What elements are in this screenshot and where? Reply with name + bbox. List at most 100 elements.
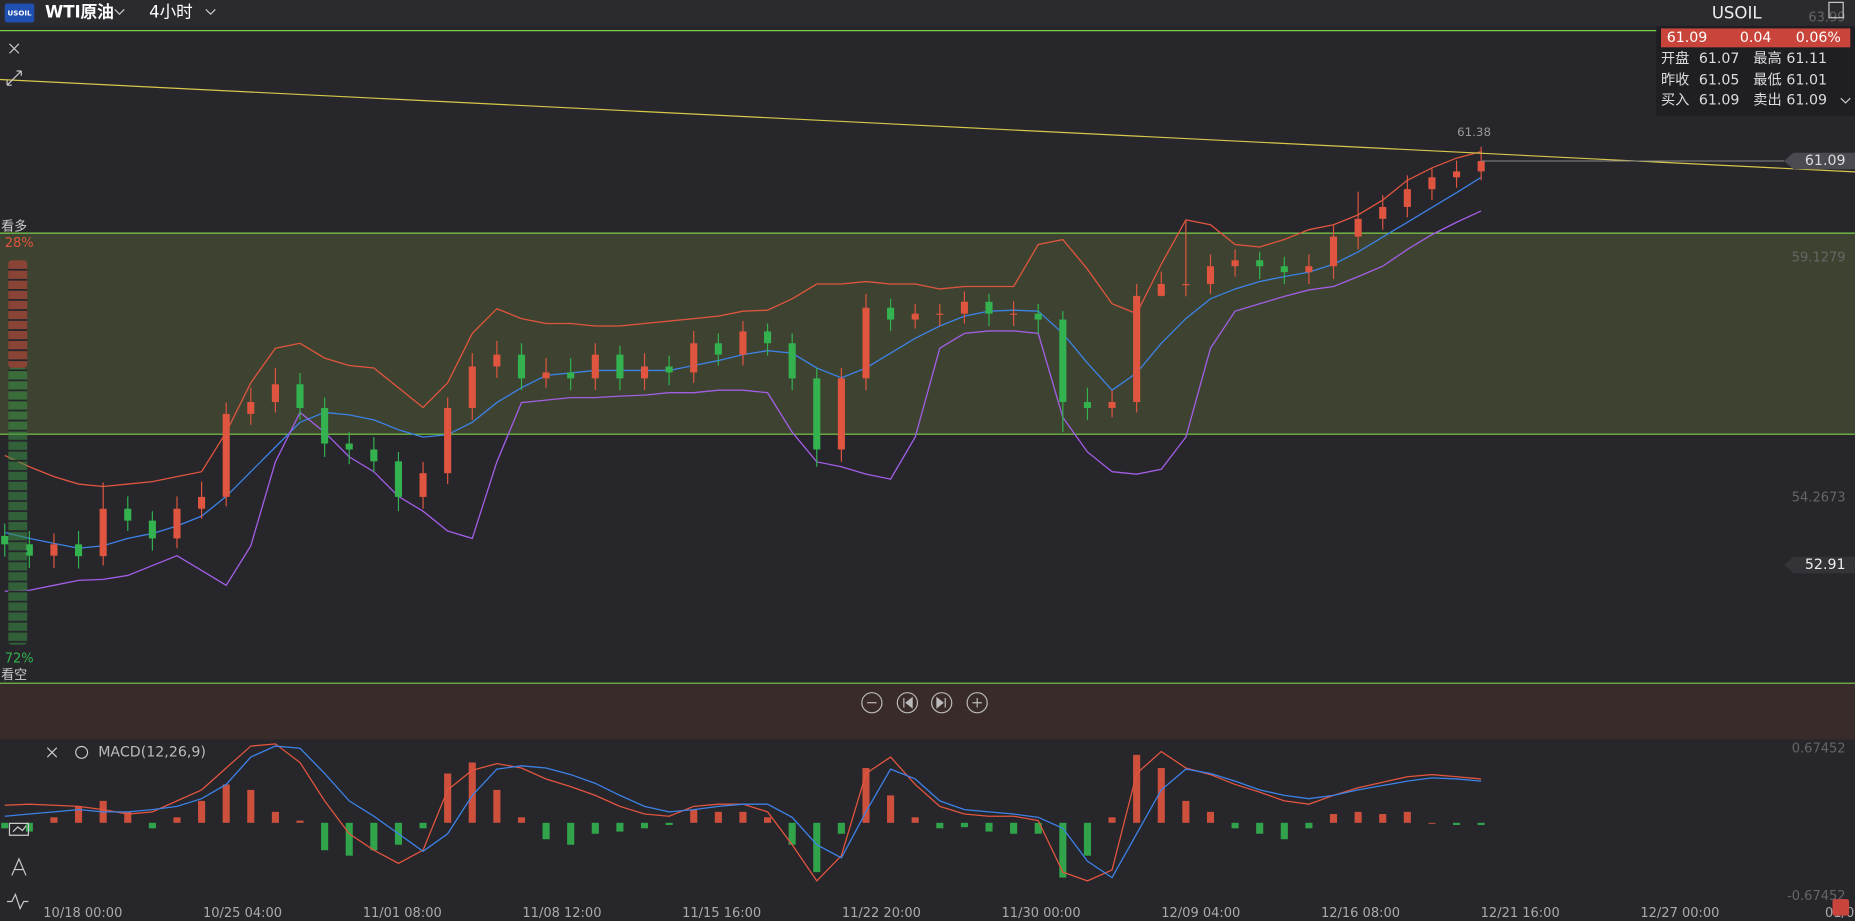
settings-icon[interactable]: [75, 745, 89, 759]
candle-body: [1231, 260, 1239, 267]
price: 61.09: [1667, 30, 1708, 46]
histogram-bar: [1182, 800, 1190, 823]
candle-body: [50, 544, 58, 556]
histogram-bar: [75, 806, 83, 823]
histogram-bar: [788, 822, 796, 845]
x-tick-label: 12/21 16:00: [1481, 906, 1560, 921]
histogram-bar: [50, 817, 58, 823]
candle-body: [1157, 284, 1165, 296]
histogram-bar: [493, 789, 501, 823]
candle-body: [517, 354, 526, 379]
header: USOIL WTI原油 4小时: [4, 1, 1844, 23]
x-tick-label: 12/27 00:00: [1640, 906, 1719, 921]
candle-body: [1256, 260, 1264, 267]
histogram-bar: [1256, 822, 1264, 834]
timeframe[interactable]: 4小时: [149, 3, 193, 22]
histogram-bar: [173, 817, 181, 823]
histogram-bar: [887, 795, 895, 823]
histogram-bar: [911, 817, 919, 823]
y-tick-label: 63.99: [1808, 10, 1845, 25]
histogram-bar: [148, 822, 156, 829]
x-tick-label: 11/01 08:00: [363, 906, 442, 921]
candle-body: [296, 384, 304, 408]
quote-symbol: USOIL: [1712, 4, 1763, 23]
y-tick-label: 0.67452: [1792, 741, 1846, 756]
quote-cell: 昨收: [1661, 72, 1689, 88]
histogram-bar: [1453, 822, 1461, 825]
chevron[interactable]: [114, 9, 125, 16]
quote-cell: 开盘: [1661, 50, 1689, 67]
candle-body: [75, 544, 83, 557]
histogram-bar: [1428, 822, 1436, 824]
candle-body: [222, 413, 230, 497]
band-line: [4, 210, 1482, 592]
time-strip: [0, 683, 1855, 740]
histogram-bar: [345, 822, 353, 856]
candle-body: [493, 354, 501, 367]
to-end[interactable]: [931, 692, 953, 714]
histogram-bar: [837, 822, 845, 834]
histogram-bar: [1, 822, 9, 829]
candle-body: [1329, 236, 1338, 267]
histogram-bar: [222, 784, 230, 823]
wave-icon[interactable]: [7, 892, 29, 911]
close-icon[interactable]: [9, 43, 20, 54]
alert-icon[interactable]: [1832, 899, 1850, 916]
close-icon[interactable]: [46, 747, 58, 758]
histogram-bar: [1133, 754, 1141, 823]
chevron[interactable]: [205, 9, 216, 16]
candle-body: [1403, 189, 1411, 207]
candle-body: [887, 307, 895, 320]
quote-cell: 61.11: [1786, 51, 1827, 67]
to-start[interactable]: [896, 692, 919, 714]
histogram-bar: [714, 811, 722, 823]
histogram-bar: [764, 817, 772, 823]
quote-cell: 61.07: [1699, 51, 1740, 67]
candle-body: [788, 343, 796, 379]
candle-body: [960, 301, 968, 314]
candle-body: [936, 313, 944, 315]
indicator-icon[interactable]: [8, 822, 29, 836]
candle-body: [1354, 218, 1362, 237]
candle-body: [321, 407, 329, 444]
x-tick-label: 11/08 12:00: [522, 906, 601, 921]
candle-body: [148, 520, 156, 539]
x-tick-label: 10/18 00:00: [43, 906, 122, 921]
collapse-icon[interactable]: [6, 70, 22, 86]
x-tick-label: 11/15 16:00: [682, 906, 761, 921]
candle-body: [1305, 266, 1313, 273]
candle-body: [468, 366, 476, 408]
to-end-icon: [936, 696, 946, 709]
histogram-bar: [1034, 822, 1042, 834]
logo: [4, 3, 35, 23]
histogram-bar: [1083, 822, 1091, 856]
histogram-bar: [813, 822, 821, 873]
candle-body: [690, 343, 698, 373]
candle-body: [911, 313, 919, 320]
draw-icon[interactable]: [11, 857, 27, 876]
macd-title: MACD(12,26,9): [98, 744, 206, 760]
candle-body: [813, 378, 821, 450]
to-start-icon: [903, 696, 913, 709]
expand[interactable]: [1840, 97, 1851, 104]
x-tick-label: 11/30 00:00: [1002, 906, 1081, 921]
candle-body: [739, 331, 747, 355]
quote-cell: 61.09: [1699, 93, 1740, 109]
zoom-in[interactable]: [966, 692, 988, 714]
zone: [0, 233, 1855, 435]
quote-cell: 61.09: [1786, 93, 1827, 109]
sentiment-bar: [8, 367, 28, 645]
candle-body: [1280, 266, 1288, 273]
panel-icon[interactable]: [1828, 1, 1844, 19]
candle-body: [1477, 161, 1485, 172]
histogram-bar: [1059, 822, 1067, 878]
zoom-out[interactable]: [861, 692, 883, 714]
y-tick-label: -0.67452: [1787, 889, 1845, 904]
symbol[interactable]: WTI原油: [45, 2, 114, 22]
x-tick-label: 11/22 20:00: [842, 906, 921, 921]
price-tag: [1784, 152, 1855, 170]
change-pct: 0.06%: [1796, 30, 1841, 46]
candle-body: [124, 508, 132, 521]
